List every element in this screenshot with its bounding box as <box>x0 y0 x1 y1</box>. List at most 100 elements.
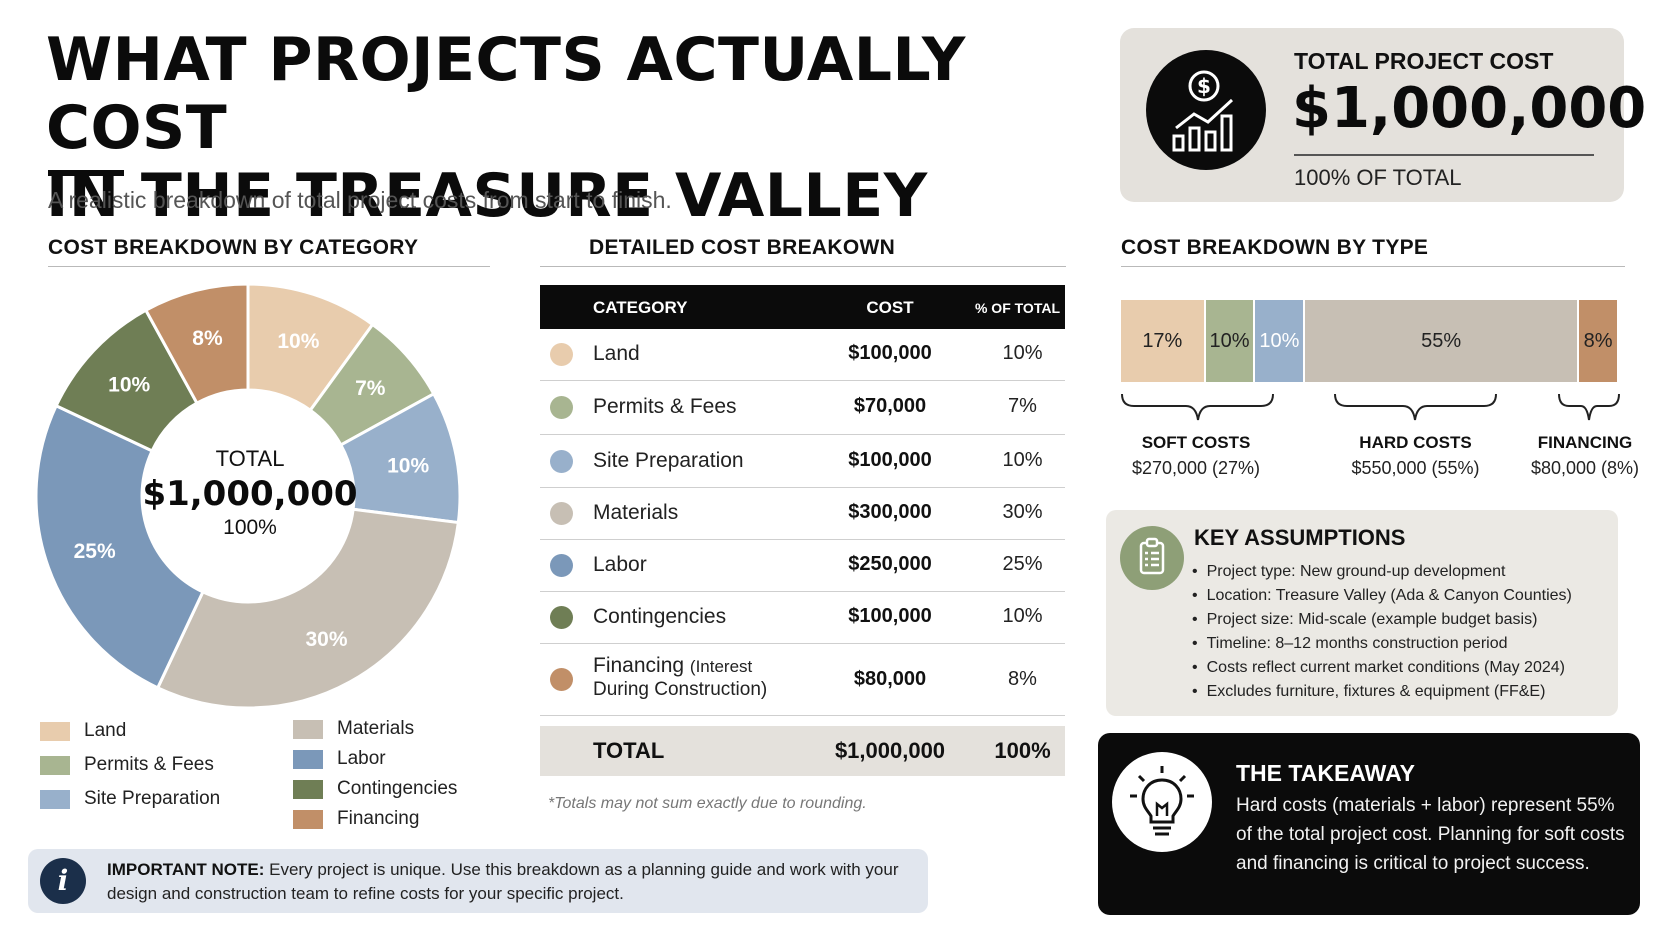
table-row: Contingencies $100,000 10% <box>540 592 1065 644</box>
table-total-row: TOTAL $1,000,000 100% <box>540 726 1065 776</box>
row-pct: 7% <box>1008 395 1037 417</box>
table-row: Labor $250,000 25% <box>540 540 1065 592</box>
row-category: Materials <box>593 501 679 524</box>
legend-column-2: Materials Labor Contingencies Financing <box>293 714 457 834</box>
legend-item-materials: Materials <box>293 714 457 744</box>
legend-column-1: Land Permits & Fees Site Preparation <box>40 714 220 816</box>
title-underline <box>48 170 124 176</box>
list-item: Project type: New ground-up development <box>1192 560 1572 584</box>
donut-slice-financing <box>143 282 250 406</box>
legend-swatch-contingencies <box>293 779 323 799</box>
group-label-soft: SOFT COSTS <box>1141 433 1251 452</box>
section-rule-category <box>48 266 490 267</box>
donut-center-value: $1,000,000 <box>142 474 358 514</box>
row-category-sub2: During Construction) <box>593 679 768 700</box>
list-item: Excludes furniture, fixtures & equipment… <box>1192 680 1572 704</box>
info-icon: i <box>40 858 86 904</box>
donut-slice-materials <box>155 507 461 710</box>
stacked-bar-segment-label: 17% <box>1142 329 1183 352</box>
total-cost-label: TOTAL PROJECT COST <box>1294 48 1554 74</box>
row-dot-land <box>550 343 573 366</box>
page-subtitle: A realistic breakdown of total project c… <box>48 187 672 213</box>
row-category: Permits & Fees <box>593 395 737 418</box>
row-cost: $100,000 <box>848 342 932 364</box>
takeaway-title: THE TAKEAWAY <box>1236 760 1415 786</box>
table-row: Permits & Fees $70,000 7% <box>540 381 1065 435</box>
row-dot-materials <box>550 502 573 525</box>
legend-label-land: Land <box>84 720 127 741</box>
stacked-bar-segment-label: 8% <box>1583 329 1613 352</box>
stacked-bar-segment: 10% <box>1205 300 1254 382</box>
section-title-detailed: DETAILED COST BREAKOWN <box>589 236 896 259</box>
legend-swatch-permits <box>40 755 70 775</box>
group-label-hard: HARD COSTS <box>1359 433 1472 452</box>
legend-label-site: Site Preparation <box>84 788 221 809</box>
donut-center-percent: 100% <box>223 516 277 539</box>
legend-item-labor: Labor <box>293 744 457 774</box>
row-cost: $100,000 <box>848 605 932 627</box>
row-cost: $250,000 <box>848 553 932 575</box>
title-line-1: WHAT PROJECTS ACTUALLY COST <box>46 25 966 163</box>
important-note-label: IMPORTANT NOTE: <box>107 860 265 879</box>
total-cost-divider <box>1294 154 1594 156</box>
table-header: CATEGORY COST % OF TOTAL <box>540 285 1065 329</box>
brace-soft-costs <box>1121 393 1274 421</box>
row-cost: $70,000 <box>853 395 927 417</box>
stacked-bar-segment-label: 10% <box>1259 329 1300 352</box>
group-value-soft: $270,000 (27%) <box>1131 458 1261 478</box>
row-category-financing: Financing (Interest During Construction) <box>593 655 767 701</box>
title-line-2: IN THE TREASURE VALLEY <box>46 161 928 231</box>
stacked-bar-segment: 17% <box>1121 300 1204 382</box>
total-row-pct: 100% <box>994 738 1051 763</box>
donut-center-label: TOTAL <box>215 446 285 471</box>
row-category: Contingencies <box>593 605 727 628</box>
stacked-bar-segment: 10% <box>1255 300 1304 382</box>
row-dot-site <box>550 450 573 473</box>
brace-financing <box>1558 393 1620 421</box>
legend-swatch-site <box>40 789 70 809</box>
legend-label-labor: Labor <box>337 748 386 769</box>
stacked-bar-segment: 8% <box>1579 300 1617 382</box>
row-cost: $80,000 <box>853 668 927 690</box>
row-pct: 10% <box>1002 605 1043 627</box>
donut-slice-label: 10% <box>387 454 429 477</box>
group-value-hard: $550,000 (55%) <box>1351 458 1480 478</box>
legend-item-permits: Permits & Fees <box>40 748 220 782</box>
legend-label-financing: Financing <box>337 808 420 829</box>
table-footnote: *Totals may not sum exactly due to round… <box>548 795 867 812</box>
donut-slice-label: 10% <box>108 373 150 396</box>
donut-slice-label: 25% <box>74 540 116 563</box>
donut-slice-label: 7% <box>355 377 386 400</box>
legend-swatch-financing <box>293 809 323 829</box>
legend-item-land: Land <box>40 714 220 748</box>
group-label-financing: FINANCING <box>1537 433 1633 452</box>
list-item: Costs reflect current market conditions … <box>1192 656 1572 680</box>
list-item: Location: Treasure Valley (Ada & Canyon … <box>1192 584 1572 608</box>
row-pct: 10% <box>1002 342 1043 364</box>
legend-item-contingencies: Contingencies <box>293 774 457 804</box>
category-donut-chart: 10% 7% 10% 30% 25% 10% 8% <box>34 282 462 710</box>
row-category-sub: (Interest <box>689 657 753 676</box>
total-cost-value: $1,000,000 <box>1292 76 1647 141</box>
money-growth-icon: $ <box>1146 50 1266 170</box>
total-row-cost: $1,000,000 <box>834 738 946 763</box>
legend-swatch-labor <box>293 749 323 769</box>
donut-slice-label: 8% <box>192 327 223 350</box>
key-assumptions-title: KEY ASSUMPTIONS <box>1194 525 1406 550</box>
legend-item-financing: Financing <box>293 804 457 834</box>
table-row: Financing (Interest During Construction)… <box>540 644 1065 716</box>
table-row: Land $100,000 10% <box>540 329 1065 381</box>
donut-slice-labor <box>34 403 205 690</box>
total-row-label: TOTAL <box>593 738 665 763</box>
row-cost: $100,000 <box>848 449 932 471</box>
row-category: Financing <box>593 654 685 677</box>
donut-slice-label: 10% <box>277 330 319 353</box>
row-category: Site Preparation <box>593 449 744 472</box>
key-assumptions-list: Project type: New ground-up development … <box>1192 560 1572 704</box>
legend-swatch-land <box>40 721 70 741</box>
list-item: Timeline: 8–12 months construction perio… <box>1192 632 1572 656</box>
row-dot-labor <box>550 554 573 577</box>
legend-label-contingencies: Contingencies <box>337 778 458 799</box>
row-pct: 25% <box>1002 553 1043 575</box>
table-header-category: CATEGORY <box>593 298 688 317</box>
